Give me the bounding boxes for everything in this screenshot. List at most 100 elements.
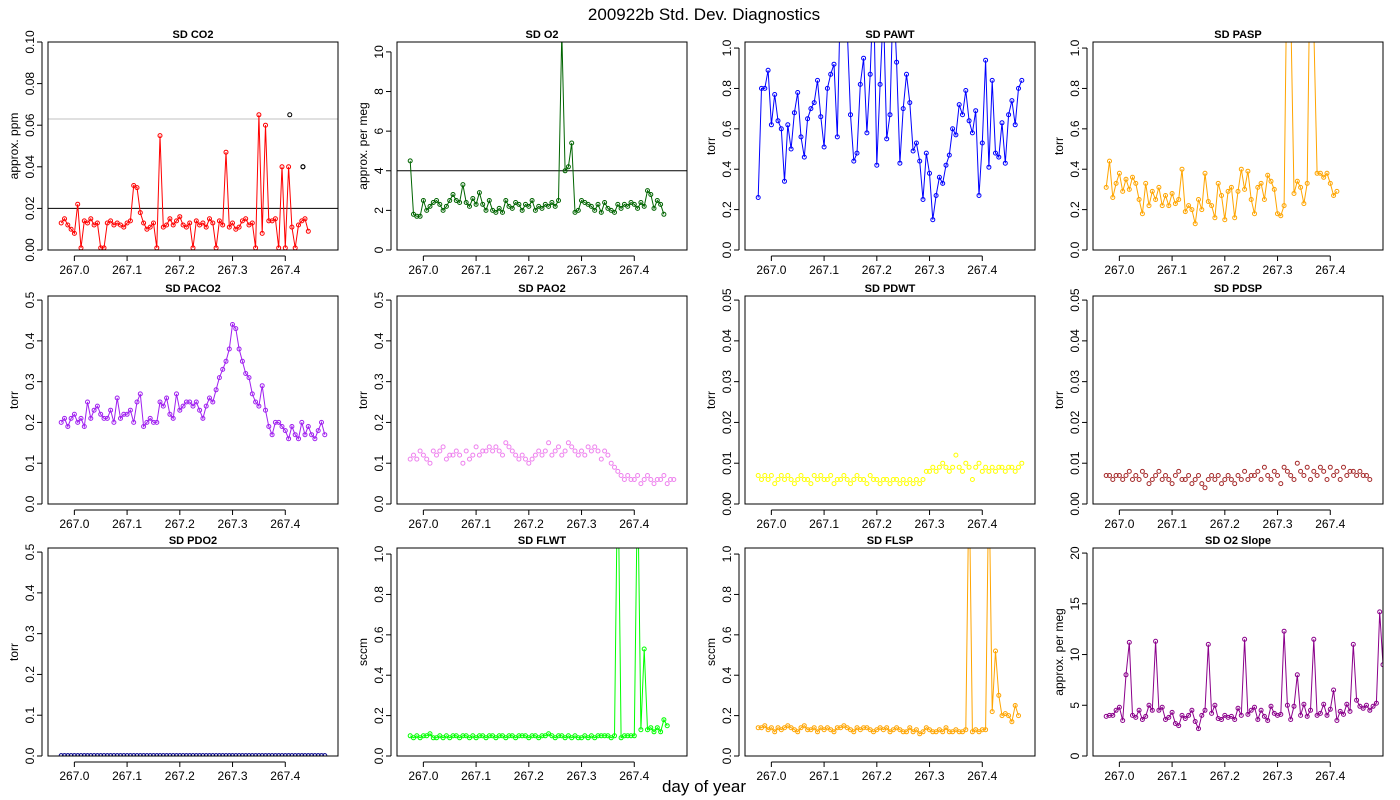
data-point: [1391, 685, 1395, 689]
data-point: [927, 170, 932, 176]
data-point: [296, 222, 301, 228]
data-point: [1212, 702, 1218, 708]
data-point: [1245, 711, 1251, 717]
x-tick-label: 267.3: [915, 263, 945, 277]
data-point: [243, 371, 249, 376]
data-point: [848, 481, 853, 487]
y-axis-label: sccm: [704, 638, 718, 666]
data-point: [1107, 712, 1112, 718]
panel-title: SD PDWT: [865, 283, 916, 295]
data-point: [798, 134, 804, 140]
data-point: [907, 477, 913, 482]
data-point: [983, 57, 989, 63]
panel-sd-co2: SD CO2 approx. ppm 267.0 267.1 267.2 267.3 267…: [7, 29, 339, 277]
data-point: [917, 481, 923, 487]
plot-frame: [1092, 547, 1384, 757]
y-tick-label: 0.02: [1068, 410, 1082, 434]
data-point: [884, 477, 890, 482]
data-point: [1347, 468, 1353, 474]
data-point: [1179, 712, 1185, 718]
data-point: [1235, 188, 1241, 194]
data-point: [638, 727, 644, 733]
data-point: [207, 216, 212, 222]
data-point: [249, 220, 255, 226]
data-point: [476, 452, 482, 458]
data-point: [197, 407, 203, 413]
data-point: [443, 203, 449, 209]
data-point: [68, 415, 74, 421]
data-point: [519, 207, 525, 213]
data-point: [565, 440, 571, 446]
data-point: [857, 477, 863, 482]
plot-area: [1103, 460, 1373, 491]
data-point: [1009, 719, 1015, 725]
panel-sd-pao2: SD PAO2 torr 267.0 267.1 267.2 267.3 267.4 0.0 0…: [356, 283, 688, 531]
data-point: [312, 436, 318, 442]
data-point: [940, 180, 946, 186]
panel-title: SD PDO2: [169, 535, 217, 547]
data-point: [1261, 464, 1267, 470]
data-point: [559, 452, 565, 458]
data-point: [956, 102, 962, 108]
data-point: [824, 477, 830, 482]
data-point: [834, 477, 840, 482]
x-tick-label: 267.1: [461, 263, 491, 277]
data-point: [286, 436, 292, 442]
data-point: [1314, 473, 1320, 478]
data-point: [1159, 704, 1165, 710]
data-point: [1225, 473, 1231, 478]
x-tick-label: 267.3: [567, 769, 597, 783]
y-tick-label: 0.06: [23, 113, 37, 137]
data-point: [440, 444, 446, 450]
data-point: [1304, 464, 1310, 470]
data-point: [174, 391, 179, 397]
data-point: [1199, 207, 1205, 213]
data-point: [1009, 464, 1015, 470]
data-point: [266, 424, 272, 429]
data-point: [473, 201, 479, 207]
data-point: [272, 216, 278, 222]
data-point: [1357, 468, 1363, 474]
data-point: [266, 218, 272, 224]
data-point: [940, 729, 946, 735]
y-tick-label: 1.0: [720, 545, 734, 562]
data-point: [289, 224, 295, 230]
data-point: [1228, 184, 1234, 190]
data-point: [884, 725, 890, 731]
data-point: [831, 61, 837, 67]
data-point: [768, 122, 774, 128]
plot-area: [397, 42, 687, 219]
data-point: [223, 358, 229, 364]
data-point: [641, 203, 647, 209]
data-point: [867, 473, 873, 478]
data-point: [1308, 707, 1313, 713]
y-tick-label: 0.6: [720, 626, 734, 643]
data-point: [1364, 702, 1369, 708]
x-tick-label: 267.0: [1104, 769, 1134, 783]
data-point: [1331, 687, 1337, 693]
data-point: [811, 725, 817, 731]
data-point: [1334, 718, 1340, 723]
data-point: [979, 140, 985, 146]
data-point: [467, 203, 472, 209]
data-point: [1384, 703, 1388, 707]
data-point: [187, 399, 193, 405]
data-point: [1182, 716, 1188, 721]
y-tick-label: 0.5: [23, 291, 37, 308]
data-point: [1281, 628, 1287, 634]
data-point: [269, 432, 275, 438]
data-point: [1202, 170, 1208, 176]
data-point: [246, 375, 252, 381]
data-point: [460, 733, 466, 739]
plot-area: [755, 548, 1021, 737]
panel-title: SD PAWT: [865, 29, 915, 41]
data-point: [805, 727, 811, 733]
data-point: [243, 216, 249, 222]
data-point: [588, 203, 594, 209]
y-tick-label: 0.10: [23, 30, 37, 54]
data-point: [973, 464, 979, 470]
data-point: [864, 130, 870, 136]
data-point: [177, 214, 183, 220]
data-point: [831, 481, 837, 487]
y-tick-label: 1.0: [1068, 39, 1082, 56]
